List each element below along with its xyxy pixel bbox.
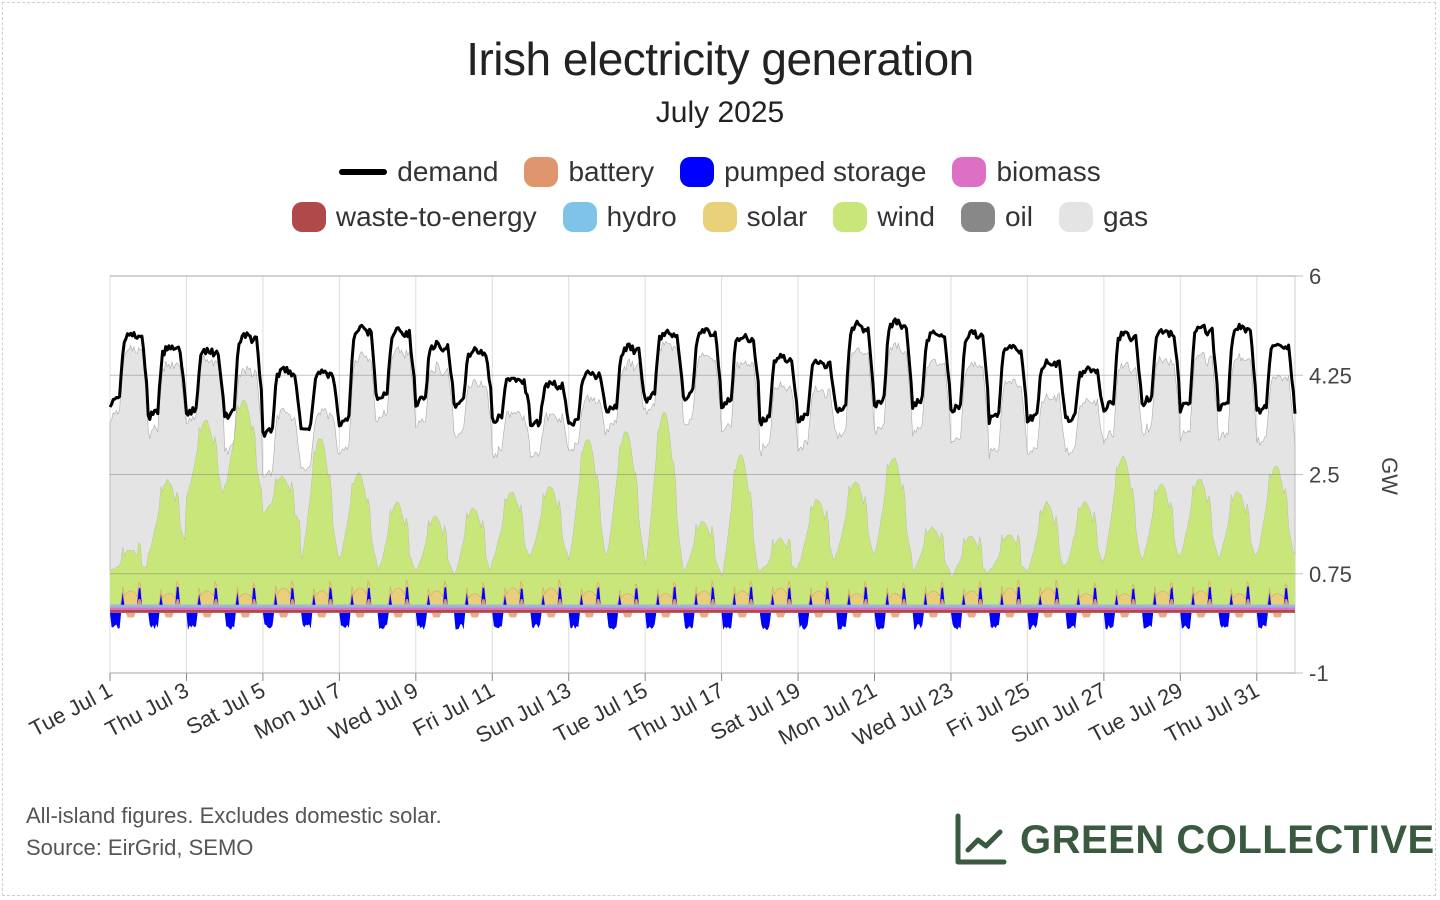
line-chart-icon bbox=[955, 813, 1007, 865]
y-tick-label: 2.5 bbox=[1309, 463, 1340, 488]
legend-swatch-demand bbox=[339, 169, 388, 175]
x-tick-label: Tue Jul 1 bbox=[25, 677, 116, 741]
legend-label-biomass: biomass bbox=[996, 156, 1101, 187]
legend-item-battery[interactable]: battery bbox=[524, 156, 654, 188]
legend-item-wind[interactable]: wind bbox=[833, 201, 935, 233]
series-area-pumped-storage-charging bbox=[110, 612, 1295, 630]
legend-swatch-waste-to-energy bbox=[291, 202, 326, 232]
series-area-hydro bbox=[110, 604, 1295, 608]
legend-label-hydro: hydro bbox=[606, 201, 677, 232]
legend-item-waste-to-energy[interactable]: waste-to-energy bbox=[291, 201, 537, 233]
footnote-coverage: All-island figures. Excludes domestic so… bbox=[26, 803, 442, 828]
legend-item-pumped-storage[interactable]: pumped storage bbox=[680, 156, 926, 188]
y-tick-label: 6 bbox=[1309, 264, 1321, 289]
legend-swatch-wind bbox=[833, 202, 868, 232]
series-area-wind bbox=[110, 400, 1295, 605]
legend-swatch-pumped-storage bbox=[680, 157, 715, 187]
legend-swatch-hydro bbox=[562, 202, 597, 232]
legend-swatch-solar bbox=[702, 202, 737, 232]
y-tick-label: 0.75 bbox=[1309, 562, 1352, 587]
y-tick-label: -1 bbox=[1309, 661, 1329, 686]
footnote: All-island figures. Excludes domestic so… bbox=[26, 800, 442, 864]
legend-label-wind: wind bbox=[877, 201, 935, 232]
legend-swatch-battery bbox=[524, 157, 559, 187]
legend-label-pumped-storage: pumped storage bbox=[724, 156, 927, 187]
legend-row-1: demand battery pumped storage biomass bbox=[0, 156, 1440, 188]
legend-swatch-biomass bbox=[952, 157, 987, 187]
series-area-biomass bbox=[110, 607, 1295, 610]
y-axis-label: GW bbox=[1377, 457, 1402, 495]
footnote-source: Source: EirGrid, SEMO bbox=[26, 835, 254, 860]
legend-label-battery: battery bbox=[568, 156, 655, 187]
legend-item-biomass[interactable]: biomass bbox=[952, 156, 1101, 188]
chart-subtitle: July 2025 bbox=[655, 96, 785, 129]
series-area-waste-to-energy bbox=[110, 610, 1295, 613]
legend-row-2: waste-to-energy hydro solar wind oil gas bbox=[0, 201, 1440, 233]
legend-label-waste-to-energy: waste-to-energy bbox=[335, 201, 537, 232]
legend-label-gas: gas bbox=[1102, 201, 1149, 232]
x-tick-label: Thu Jul 3 bbox=[101, 677, 193, 742]
legend-swatch-oil bbox=[960, 202, 995, 232]
legend-swatch-gas bbox=[1058, 202, 1093, 232]
legend-label-demand: demand bbox=[397, 156, 499, 187]
legend-label-oil: oil bbox=[1004, 201, 1033, 232]
legend-item-solar[interactable]: solar bbox=[702, 201, 808, 233]
series-area-battery bbox=[110, 599, 1295, 605]
legend-item-gas[interactable]: gas bbox=[1058, 201, 1149, 233]
brand-name: GREEN COLLECTIVE bbox=[1020, 817, 1435, 862]
chart-title: Irish electricity generation bbox=[466, 33, 974, 85]
legend-item-oil[interactable]: oil bbox=[960, 201, 1033, 233]
legend-item-demand[interactable]: demand bbox=[339, 156, 498, 188]
y-tick-label: 4.25 bbox=[1309, 363, 1352, 388]
legend-label-solar: solar bbox=[746, 201, 808, 232]
series-line-demand bbox=[108, 317, 1297, 438]
series-area-battery-charging bbox=[110, 612, 1295, 618]
series-area-pumped-storage bbox=[110, 586, 1295, 605]
brand-logo: GREEN COLLECTIVE bbox=[952, 812, 1435, 868]
legend-item-hydro[interactable]: hydro bbox=[562, 201, 677, 233]
